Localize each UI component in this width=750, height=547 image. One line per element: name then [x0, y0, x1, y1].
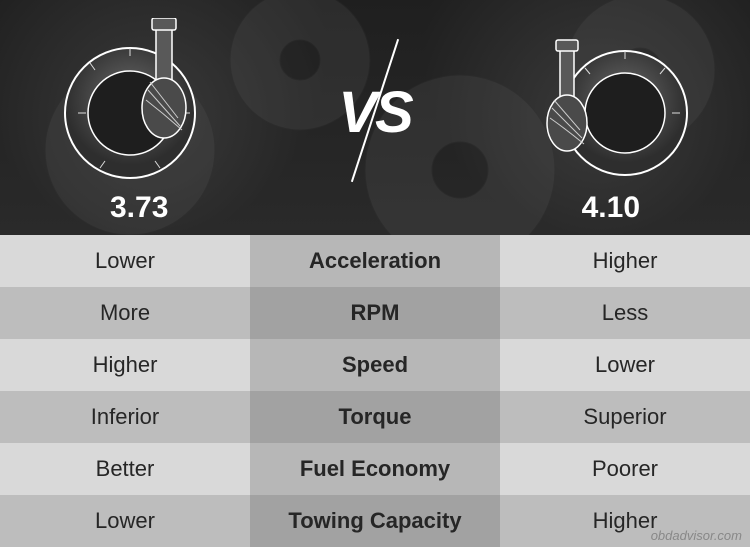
right-value: Higher — [500, 235, 750, 287]
comparison-infographic: VS 3.73 4.10 Lower Acceleration Higher M… — [0, 0, 750, 547]
right-value: Poorer — [500, 443, 750, 495]
left-value: Higher — [0, 339, 250, 391]
left-value: Lower — [0, 235, 250, 287]
header-banner: VS 3.73 4.10 — [0, 0, 750, 235]
attribute: Fuel Economy — [250, 443, 500, 495]
comparison-table: Lower Acceleration Higher More RPM Less … — [0, 235, 750, 547]
table-row: Better Fuel Economy Poorer — [0, 443, 750, 495]
right-value: Lower — [500, 339, 750, 391]
gear-icon-right — [510, 18, 690, 193]
left-value: Better — [0, 443, 250, 495]
left-value: Lower — [0, 495, 250, 547]
table-row: Inferior Torque Superior — [0, 391, 750, 443]
table-row: Lower Towing Capacity Higher — [0, 495, 750, 547]
attribute: RPM — [250, 287, 500, 339]
table-row: Higher Speed Lower — [0, 339, 750, 391]
table-row: More RPM Less — [0, 287, 750, 339]
left-value: Inferior — [0, 391, 250, 443]
ratio-left-label: 3.73 — [110, 191, 168, 225]
attribute: Torque — [250, 391, 500, 443]
ratio-right-label: 4.10 — [582, 191, 640, 225]
gear-icon-left — [60, 18, 240, 193]
attribute: Towing Capacity — [250, 495, 500, 547]
left-value: More — [0, 287, 250, 339]
attribute: Speed — [250, 339, 500, 391]
attribute: Acceleration — [250, 235, 500, 287]
table-row: Lower Acceleration Higher — [0, 235, 750, 287]
vs-label: VS — [338, 79, 411, 146]
right-value: Superior — [500, 391, 750, 443]
watermark: obdadvisor.com — [651, 528, 742, 543]
right-value: Less — [500, 287, 750, 339]
